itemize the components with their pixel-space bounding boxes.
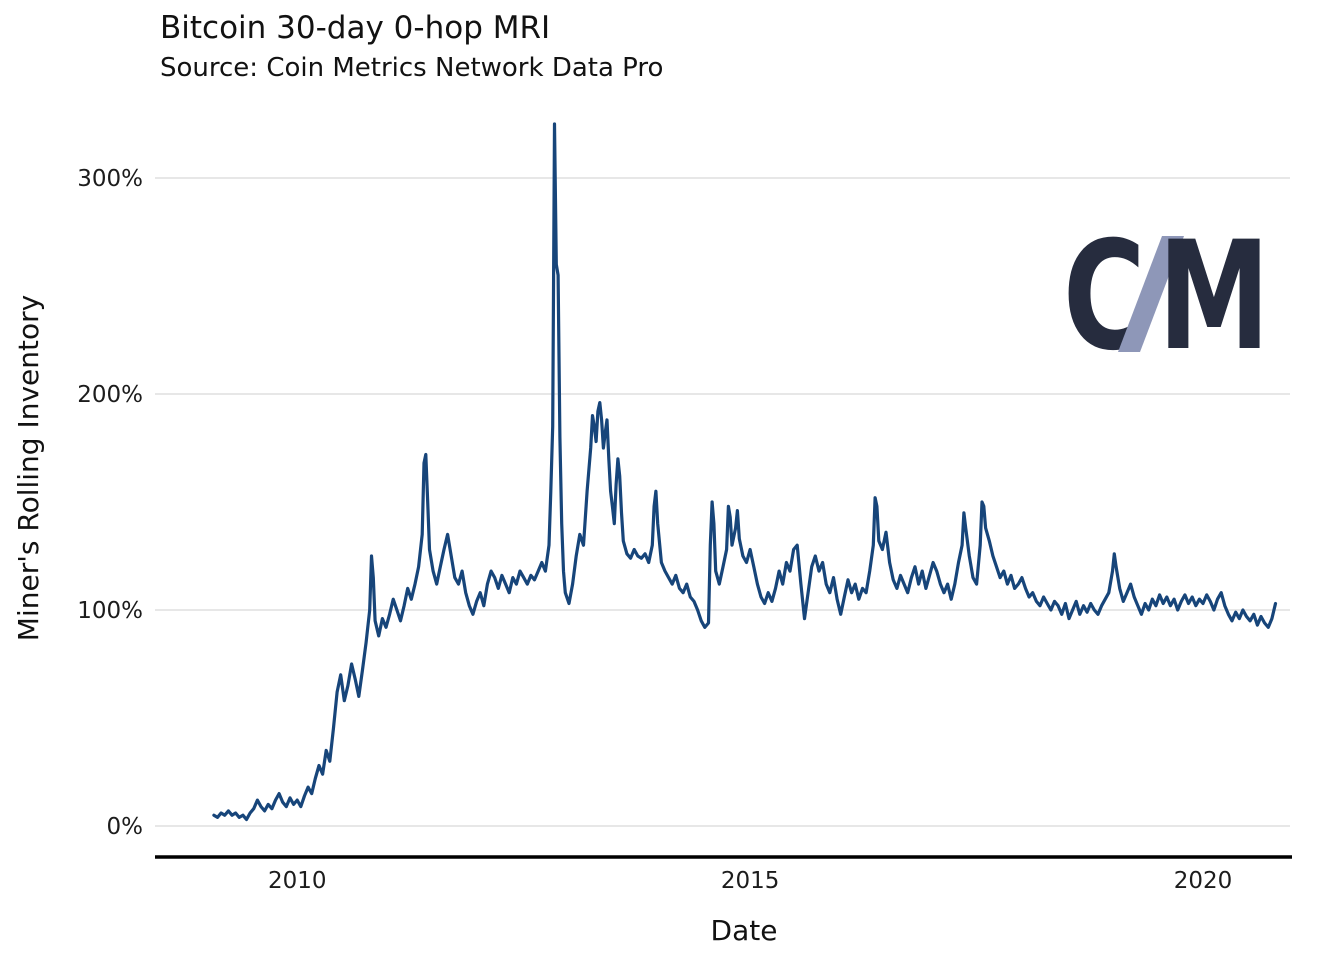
chart-title: Bitcoin 30-day 0-hop MRI [160,10,550,46]
y-tick-label: 300% [77,166,143,192]
logo-letter-m: M [1158,210,1270,384]
y-axis-tick-labels: 0% 100% 200% 300% [77,166,143,840]
y-axis-title: Miner's Rolling Inventory [12,295,45,641]
x-axis-tick-labels: 2010 2015 2020 [268,868,1232,894]
y-tick-label: 0% [107,814,144,840]
x-tick-label: 2010 [268,868,327,894]
coin-metrics-logo: C M [1063,210,1270,384]
chart-subtitle: Source: Coin Metrics Network Data Pro [160,53,663,83]
x-tick-label: 2015 [721,868,780,894]
x-tick-label: 2020 [1174,868,1233,894]
y-tick-label: 100% [77,598,143,624]
y-tick-label: 200% [77,382,143,408]
x-axis-title: Date [711,914,778,947]
logo-letter-c: C [1063,210,1146,384]
mri-series-line [212,122,1278,822]
logo-slash [1118,236,1184,352]
